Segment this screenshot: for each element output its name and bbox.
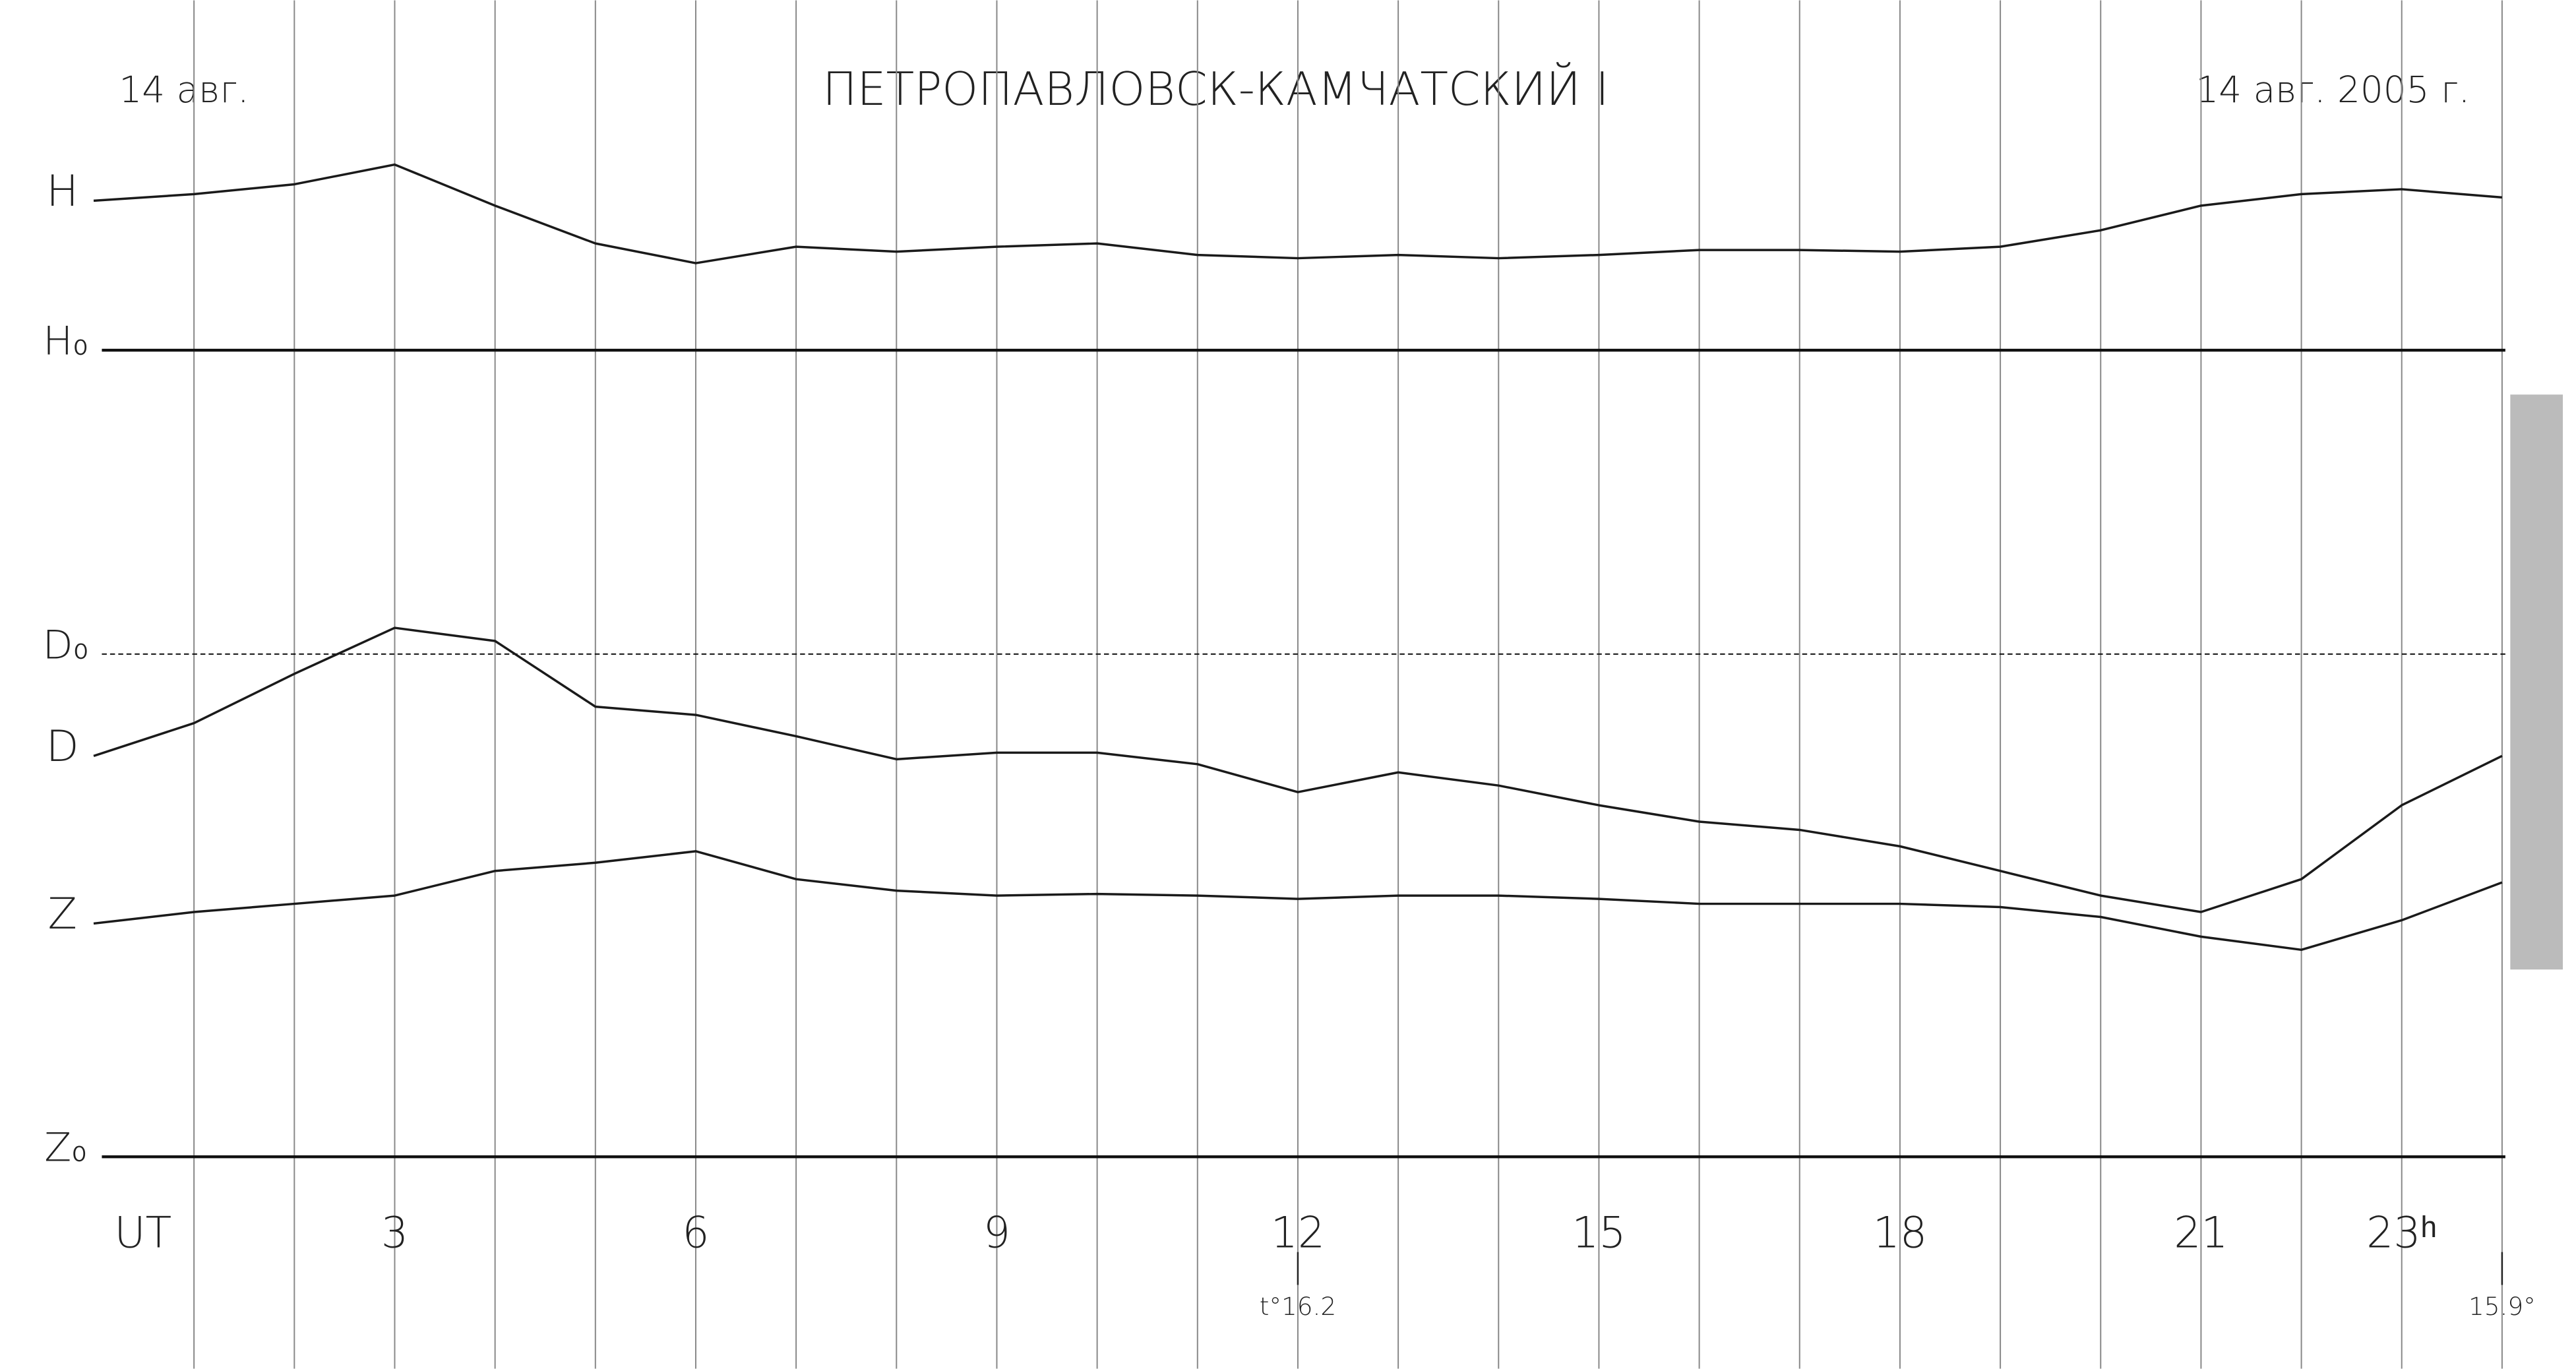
x-tick-label: UT — [114, 1208, 171, 1258]
baseline-label: Z₀ — [44, 1126, 87, 1171]
annotation: t°16.2 — [1260, 1292, 1337, 1321]
date-left: 14 авг. — [119, 69, 249, 111]
x-tick-label: 23ʰ — [2366, 1208, 2437, 1258]
baseline-label: H₀ — [43, 319, 88, 365]
date-right: 14 авг. 2005 г. — [2195, 69, 2470, 111]
x-tick-label: 3 — [381, 1208, 408, 1258]
x-tick-label: 15 — [1572, 1208, 1626, 1258]
x-tick-label: 12 — [1271, 1208, 1325, 1258]
trace — [93, 626, 2503, 913]
x-tick-label: 18 — [1873, 1208, 1927, 1258]
x-tick-label: 6 — [682, 1208, 709, 1258]
annotation: 15.9° — [2469, 1292, 2536, 1321]
scale-strip — [2510, 394, 2563, 970]
x-tick-label: 9 — [983, 1208, 1010, 1258]
trace-label: H — [46, 167, 78, 216]
trace — [93, 163, 2503, 264]
trace — [93, 850, 2503, 952]
baseline-label: D₀ — [43, 623, 89, 668]
trace-label: Z — [47, 890, 77, 939]
trace-label: D — [46, 722, 79, 772]
chart-title: ПЕТРОПАВЛОВСК-КАМЧАТСКИЙ I — [822, 63, 1609, 116]
x-tick-label: 21 — [2174, 1208, 2228, 1258]
